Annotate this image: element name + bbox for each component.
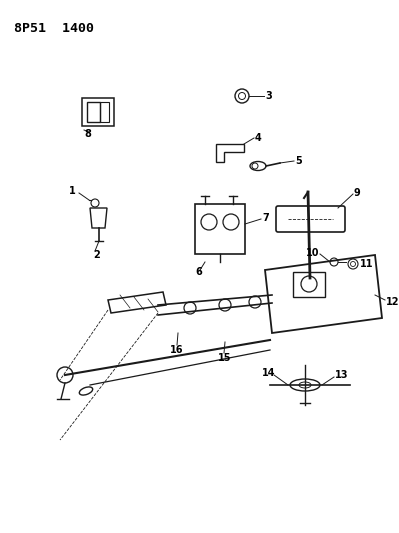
Bar [82, 98, 114, 126]
Text: 2: 2 [93, 250, 100, 260]
Text: 1: 1 [69, 186, 76, 196]
Text: 11: 11 [360, 259, 373, 269]
Text: 6: 6 [195, 267, 202, 277]
Text: 13: 13 [335, 370, 348, 380]
Text: 4: 4 [255, 133, 262, 143]
Bar [87, 102, 100, 122]
Text: 3: 3 [265, 91, 272, 101]
Text: 10: 10 [306, 248, 320, 258]
Text: 16: 16 [170, 345, 184, 355]
Text: 5: 5 [295, 156, 302, 166]
Bar [195, 204, 245, 254]
Bar [293, 272, 325, 297]
Text: 8: 8 [84, 129, 91, 139]
Text: 9: 9 [354, 188, 361, 198]
Bar [100, 102, 109, 122]
Text: 12: 12 [386, 297, 399, 307]
Text: 7: 7 [262, 213, 269, 223]
Text: 14: 14 [262, 368, 275, 378]
Text: 8P51  1400: 8P51 1400 [14, 22, 94, 35]
Text: 15: 15 [218, 353, 231, 363]
